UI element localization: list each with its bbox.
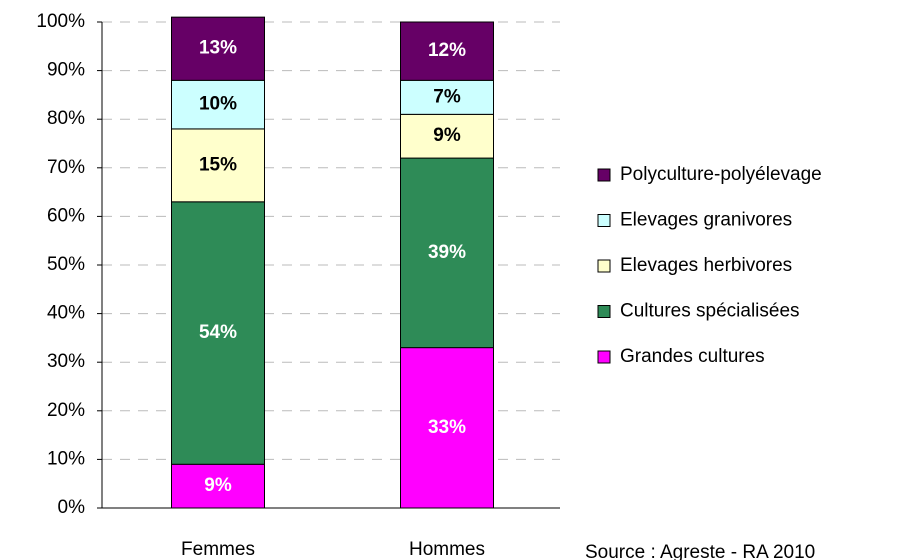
- data-label: 33%: [428, 417, 466, 438]
- data-label: 9%: [204, 475, 232, 496]
- data-label: 10%: [199, 94, 237, 115]
- legend-label: Polyculture-polyélevage: [620, 164, 822, 185]
- data-label: 9%: [433, 125, 461, 146]
- y-tick-label: 0%: [58, 497, 86, 518]
- y-tick-label: 20%: [47, 400, 85, 421]
- data-label: 39%: [428, 242, 466, 263]
- legend-label: Grandes cultures: [620, 346, 765, 367]
- data-label: 15%: [199, 154, 237, 175]
- y-tick-label: 60%: [47, 205, 85, 226]
- bar-segment: [400, 79, 494, 115]
- bar-segment: [400, 157, 494, 349]
- y-tick-label: 50%: [47, 254, 85, 275]
- source-note: Source : Agreste - RA 2010: [585, 542, 815, 560]
- y-tick-label: 70%: [47, 157, 85, 178]
- x-tick-label: Hommes: [409, 539, 485, 560]
- legend-swatch: [597, 259, 611, 273]
- bar-segment: [171, 201, 265, 465]
- y-tick-label: 10%: [47, 448, 85, 469]
- bar-segment: [171, 463, 265, 509]
- bar-segment: [171, 128, 265, 203]
- data-label: 7%: [433, 86, 461, 107]
- bar-segment: [171, 16, 265, 81]
- legend-label: Elevages herbivores: [620, 255, 792, 276]
- bar-segment: [400, 113, 494, 159]
- y-tick-label: 80%: [47, 108, 85, 129]
- legend-swatch: [597, 305, 611, 318]
- y-tick-label: 30%: [47, 351, 85, 372]
- x-tick-label: Femmes: [181, 539, 255, 560]
- legend-swatch: [597, 350, 611, 364]
- legend-swatch: [597, 214, 611, 227]
- bar-segment: [400, 21, 494, 81]
- legend-label: Elevages granivores: [620, 210, 792, 231]
- legend-label: Cultures spécialisées: [620, 301, 800, 322]
- y-tick-label: 90%: [47, 60, 85, 81]
- bar-segment: [400, 347, 494, 509]
- y-tick-label: 40%: [47, 303, 85, 324]
- y-tick-label: 100%: [36, 11, 85, 32]
- data-label: 13%: [199, 38, 237, 59]
- legend-swatch: [597, 168, 611, 182]
- data-label: 54%: [199, 322, 237, 343]
- data-label: 12%: [428, 40, 466, 61]
